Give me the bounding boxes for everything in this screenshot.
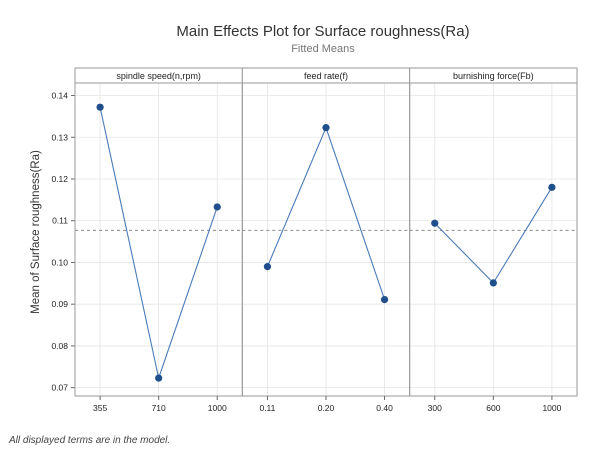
x-tick-label: 1000 <box>542 403 561 413</box>
x-tick-label: 0.11 <box>259 403 275 413</box>
chart-subtitle: Fitted Means <box>291 43 355 55</box>
y-tick-label: 0.08 <box>51 341 68 351</box>
data-point <box>489 279 497 287</box>
data-point <box>96 103 104 111</box>
data-point <box>431 219 439 227</box>
chart-title: Main Effects Plot for Surface roughness(… <box>176 23 469 40</box>
data-point <box>548 183 556 191</box>
panel-factor-label: spindle speed(n,rpm) <box>116 71 201 81</box>
data-point <box>213 203 221 211</box>
panel-factor-label: burnishing force(Fb) <box>453 71 534 81</box>
x-tick-label: 1000 <box>208 403 227 413</box>
y-tick-label: 0.13 <box>51 132 68 142</box>
x-tick-label: 0.20 <box>318 403 335 413</box>
data-point <box>155 374 163 382</box>
panel-factor-label: feed rate(f) <box>304 71 348 81</box>
x-tick-label: 0.40 <box>376 403 393 413</box>
data-point <box>263 263 272 271</box>
y-tick-label: 0.07 <box>51 383 68 393</box>
chart-panels: spindle speed(n,rpm) 355 710 1000 feed rate(… <box>74 67 578 413</box>
y-tick-label: 0.12 <box>51 174 68 184</box>
x-tick-label: 710 <box>152 403 166 413</box>
x-tick-label: 600 <box>486 403 500 413</box>
x-tick-label: 355 <box>93 403 107 413</box>
data-point <box>380 295 389 304</box>
x-tick-label: 300 <box>428 403 442 413</box>
panel-3: burnishing force(Fb) 300 600 1000 <box>409 67 578 413</box>
chart-footnote: All displayed terms are in the model. <box>8 435 170 446</box>
panel-2: feed rate(f) 0.11 0.20 0.40 <box>241 67 411 413</box>
y-tick-label: 0.10 <box>51 257 68 267</box>
y-axis-label: Mean of Surface roughness(Ra) <box>30 150 42 314</box>
y-axis: 0.07 0.08 0.09 0.10 0.11 0.12 0.13 0.14 <box>51 91 75 393</box>
y-tick-label: 0.11 <box>52 216 68 226</box>
data-point <box>322 124 330 132</box>
panel-1: spindle speed(n,rpm) 355 710 1000 <box>74 67 243 413</box>
y-tick-label: 0.14 <box>51 91 68 101</box>
y-tick-label: 0.09 <box>51 299 68 309</box>
